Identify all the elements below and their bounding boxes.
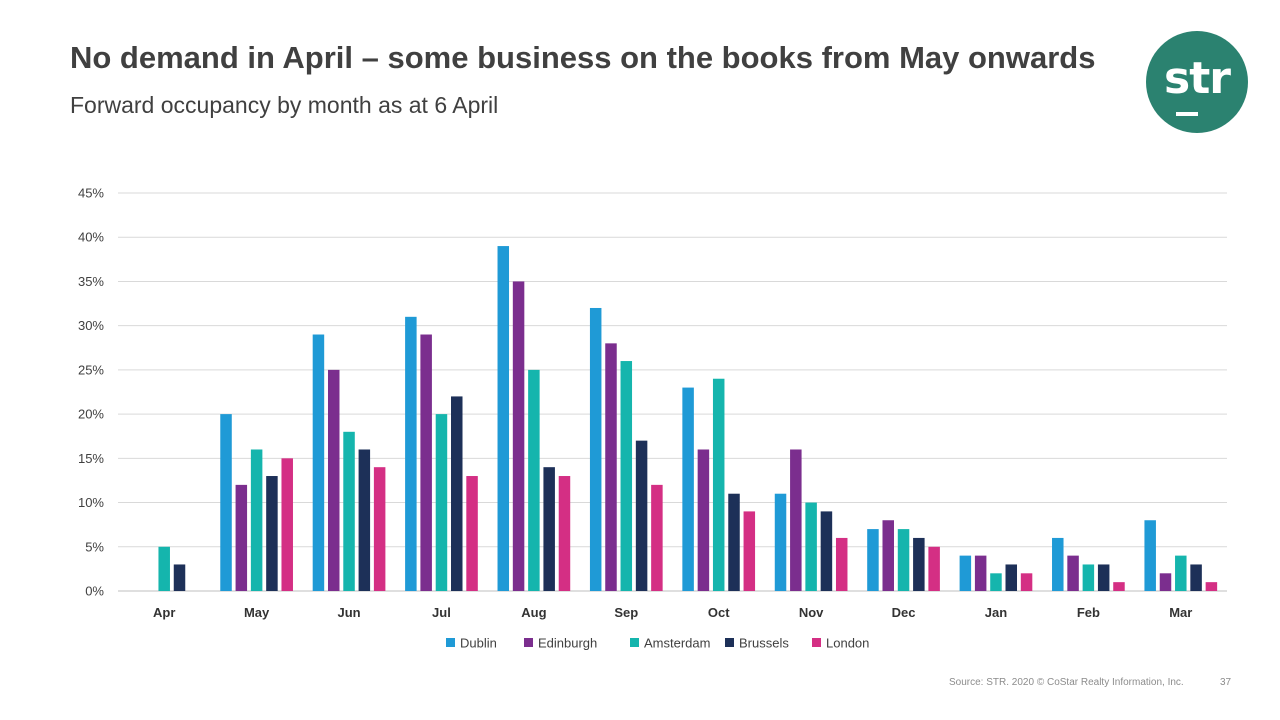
logo-text: str	[1164, 52, 1231, 104]
bar	[651, 484, 663, 591]
legend-swatch	[725, 638, 734, 647]
bar	[1190, 564, 1202, 591]
bar	[620, 361, 633, 591]
bar	[281, 458, 293, 591]
legend-swatch	[630, 638, 639, 647]
bar	[1175, 555, 1187, 591]
logo-underline	[1176, 112, 1198, 116]
bar	[558, 476, 571, 591]
bar	[405, 316, 417, 591]
x-tick-label: May	[244, 605, 270, 620]
legend-label: Amsterdam	[644, 636, 710, 651]
x-tick-label: Sep	[614, 605, 638, 620]
bar	[1159, 573, 1172, 591]
x-tick-label: Aug	[521, 605, 546, 620]
bar	[497, 246, 510, 592]
bar	[358, 449, 371, 591]
x-tick-label: Dec	[892, 605, 916, 620]
bar	[867, 529, 879, 591]
bar	[312, 334, 325, 591]
bar	[835, 537, 848, 591]
bar	[605, 343, 617, 591]
y-tick-label: 0%	[85, 584, 104, 599]
page-number: 37	[1220, 677, 1232, 688]
bar	[512, 281, 525, 591]
bar	[589, 307, 602, 591]
legend-swatch	[524, 638, 533, 647]
bar	[173, 564, 186, 591]
bar	[1144, 520, 1156, 591]
bar	[805, 502, 817, 591]
str-logo: str	[1146, 31, 1248, 133]
bar	[682, 387, 694, 591]
bar	[959, 555, 972, 591]
y-tick-label: 15%	[78, 451, 104, 466]
bar	[728, 493, 740, 591]
y-tick-label: 5%	[85, 539, 104, 554]
bar	[1113, 582, 1125, 591]
y-tick-label: 25%	[78, 362, 104, 377]
source-footnote: Source: STR. 2020 © CoStar Realty Inform…	[949, 677, 1184, 688]
bar	[1005, 564, 1018, 591]
bar	[266, 476, 278, 591]
x-tick-label: Jan	[985, 605, 1007, 620]
bar	[1052, 537, 1064, 591]
bar	[974, 555, 987, 591]
y-tick-label: 45%	[78, 186, 104, 201]
bar	[928, 546, 940, 591]
bar	[897, 529, 910, 591]
legend-swatch	[812, 638, 821, 647]
bar	[343, 431, 355, 591]
bar	[451, 396, 463, 591]
bar	[235, 484, 248, 591]
bar	[712, 378, 725, 591]
bar	[466, 476, 478, 591]
bar	[327, 369, 340, 591]
x-tick-label: Jul	[432, 605, 451, 620]
y-tick-label: 30%	[78, 318, 104, 333]
bar	[913, 537, 925, 591]
bar	[250, 449, 263, 591]
bar	[543, 467, 555, 591]
bar	[1067, 555, 1079, 591]
bar	[158, 546, 170, 591]
y-tick-label: 10%	[78, 495, 104, 510]
bar	[743, 511, 756, 591]
x-tick-label: Nov	[799, 605, 824, 620]
x-tick-label: Apr	[153, 605, 175, 620]
bar	[882, 520, 894, 591]
page-subtitle: Forward occupancy by month as at 6 April	[70, 92, 499, 118]
bar	[373, 467, 386, 591]
page-title: No demand in April – some business on th…	[70, 40, 1096, 75]
bar	[790, 449, 802, 591]
legend-label: Dublin	[460, 636, 497, 651]
y-tick-label: 20%	[78, 407, 104, 422]
bar	[435, 414, 448, 591]
bar	[820, 511, 833, 591]
bar	[1082, 564, 1095, 591]
legend-label: Brussels	[739, 636, 789, 651]
x-tick-label: Jun	[337, 605, 360, 620]
bar	[220, 414, 232, 591]
x-tick-label: Mar	[1169, 605, 1192, 620]
bar	[1097, 564, 1110, 591]
legend-label: Edinburgh	[538, 636, 597, 651]
bar	[528, 369, 540, 591]
bar	[420, 334, 432, 591]
bar	[697, 449, 710, 591]
bar	[1020, 573, 1033, 591]
bar	[990, 573, 1002, 591]
legend-swatch	[446, 638, 455, 647]
x-tick-label: Feb	[1077, 605, 1100, 620]
bar	[774, 493, 787, 591]
y-tick-label: 35%	[78, 274, 104, 289]
bar	[635, 440, 648, 591]
bar	[1205, 582, 1218, 591]
y-tick-label: 40%	[78, 230, 104, 245]
legend-label: London	[826, 636, 869, 651]
x-tick-label: Oct	[708, 605, 730, 620]
